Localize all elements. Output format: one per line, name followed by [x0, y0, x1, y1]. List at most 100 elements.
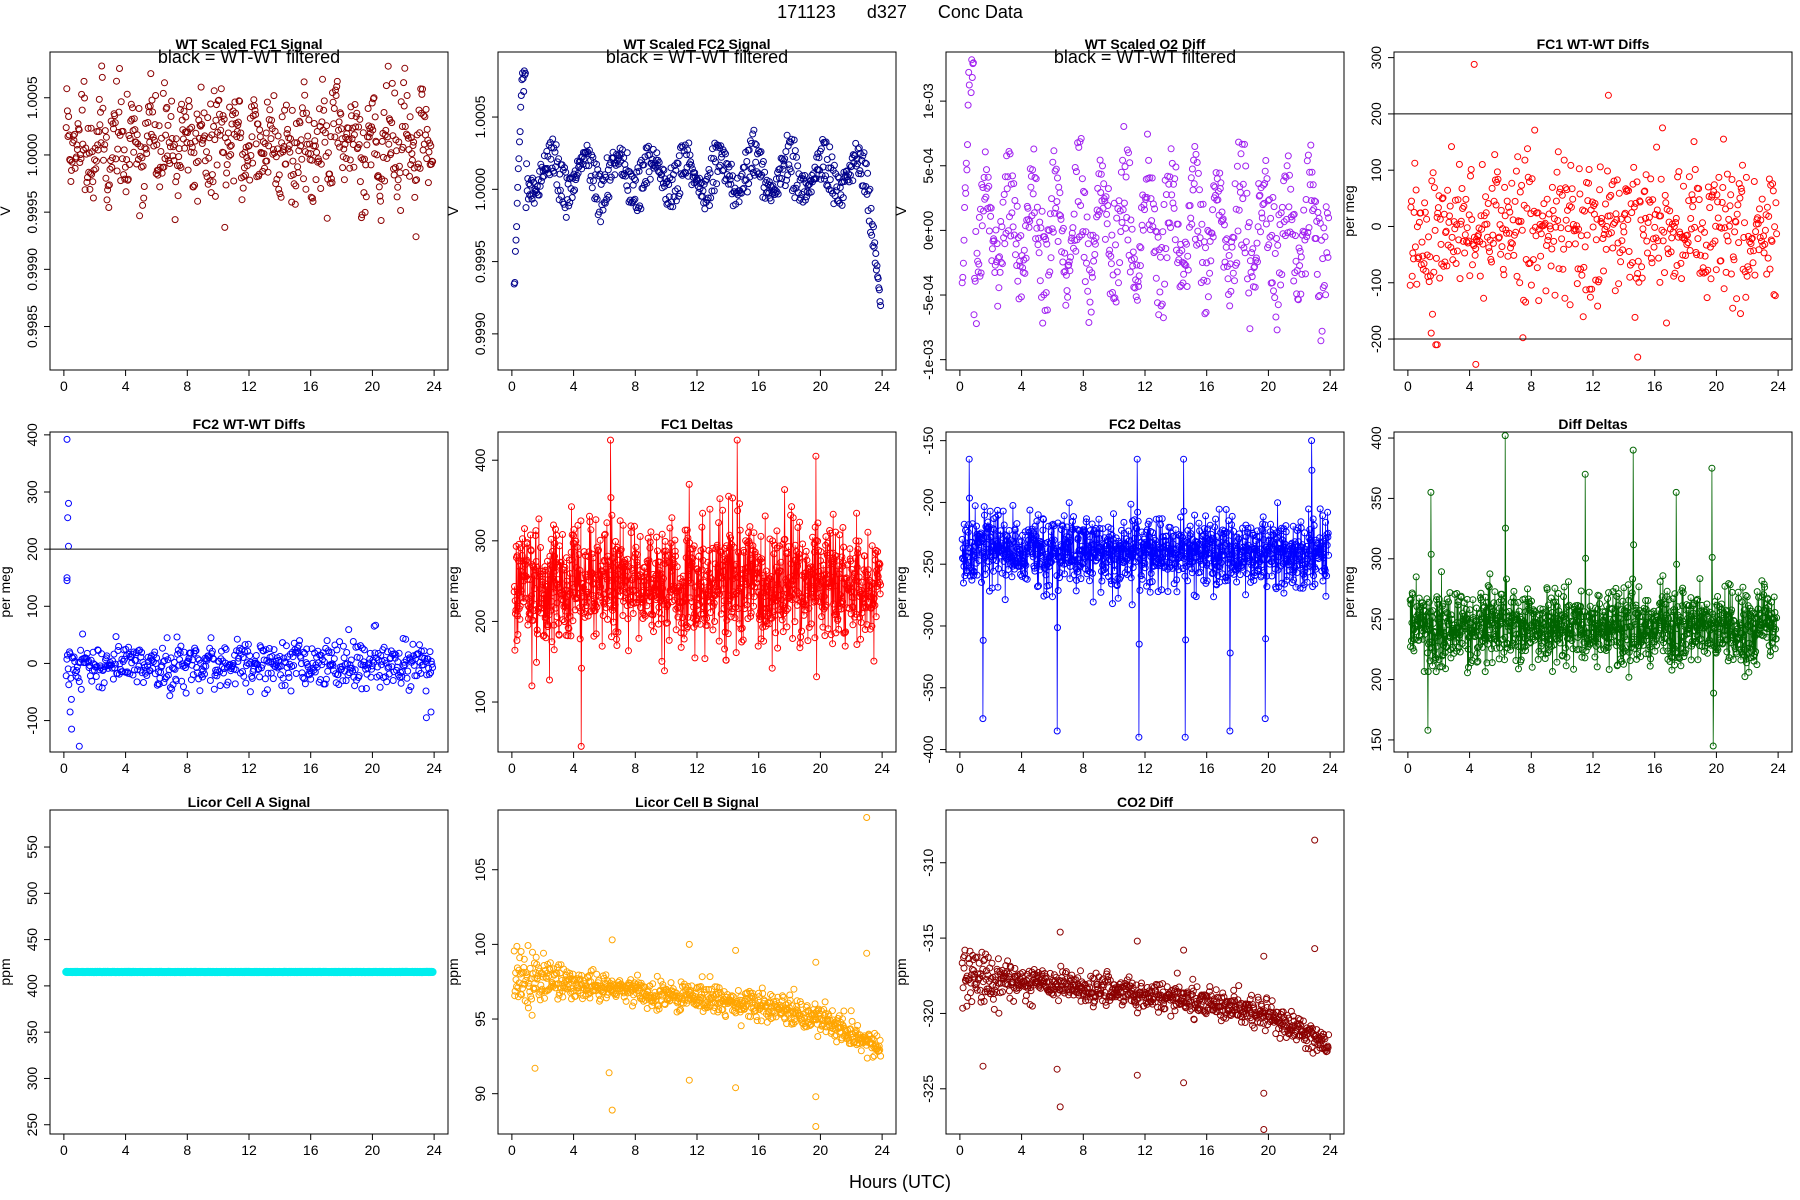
data-point	[868, 231, 876, 239]
data-point	[1641, 187, 1649, 195]
data-point	[685, 480, 693, 488]
data-point	[616, 551, 623, 558]
data-point	[194, 157, 202, 165]
y-axis-label: V	[0, 206, 13, 216]
data-point	[394, 658, 402, 666]
data-point	[703, 621, 711, 629]
data-point	[826, 176, 834, 184]
data-point	[1021, 570, 1028, 578]
data-point	[347, 656, 355, 664]
data-point	[178, 100, 186, 108]
data-point	[104, 182, 112, 190]
data-point	[980, 503, 988, 511]
data-point	[655, 566, 663, 574]
data-point	[424, 179, 432, 187]
data-point	[564, 632, 572, 640]
data-point	[738, 585, 746, 593]
data-point	[990, 515, 998, 523]
data-point	[874, 548, 882, 556]
data-point	[383, 678, 391, 686]
data-point	[744, 564, 752, 571]
data-point	[94, 141, 102, 149]
data-point	[655, 159, 663, 166]
data-point	[259, 138, 267, 146]
data-point	[609, 148, 617, 156]
data-point	[738, 624, 746, 632]
data-point	[1630, 203, 1638, 211]
data-point	[321, 138, 329, 146]
data-point	[607, 494, 615, 502]
data-point	[553, 181, 561, 189]
data-point	[695, 188, 703, 196]
data-point	[1177, 554, 1185, 562]
data-point	[233, 635, 241, 643]
data-point	[796, 518, 804, 526]
data-point	[537, 544, 544, 551]
data-point	[1718, 224, 1725, 232]
data-point	[103, 196, 111, 204]
data-point	[733, 589, 741, 597]
data-point	[709, 626, 717, 634]
data-point	[823, 571, 831, 578]
data-point	[1659, 237, 1667, 245]
data-point	[1303, 233, 1311, 241]
data-point	[750, 126, 758, 134]
data-point	[607, 173, 615, 181]
data-point	[686, 594, 694, 602]
data-point	[1423, 215, 1431, 223]
data-point	[290, 171, 297, 178]
data-point	[592, 516, 600, 524]
data-point	[1104, 202, 1112, 209]
data-point	[1216, 169, 1224, 177]
data-point	[1085, 319, 1093, 326]
data-point	[800, 611, 808, 619]
data-point	[532, 532, 539, 539]
data-point	[1065, 258, 1073, 266]
data-point	[345, 124, 352, 132]
data-point	[1188, 165, 1196, 173]
y-tick-label: 400	[24, 423, 40, 447]
data-point	[849, 151, 857, 159]
data-point	[198, 121, 206, 128]
data-point	[743, 188, 751, 196]
data-point	[1227, 287, 1235, 295]
data-point	[685, 139, 693, 147]
data-point	[101, 141, 109, 149]
data-point	[338, 135, 346, 143]
data-point	[1644, 219, 1652, 226]
data-point	[400, 662, 408, 670]
data-point	[98, 73, 106, 81]
data-point	[1119, 156, 1127, 164]
data-point	[108, 163, 116, 171]
data-point	[983, 166, 990, 174]
data-point	[1451, 225, 1459, 233]
data-point	[159, 89, 167, 97]
data-point	[171, 665, 179, 673]
data-point	[155, 122, 163, 130]
data-point	[818, 592, 826, 600]
data-point	[1722, 205, 1729, 213]
data-point	[967, 37, 973, 43]
data-point	[533, 182, 541, 190]
data-point	[62, 124, 70, 132]
data-point	[423, 125, 431, 133]
data-point	[111, 660, 119, 668]
data-point	[1026, 506, 1034, 514]
data-point	[1231, 180, 1239, 188]
data-point	[416, 164, 424, 172]
data-point	[82, 150, 90, 158]
data-point	[532, 527, 540, 535]
data-point	[176, 649, 184, 657]
data-point	[138, 154, 146, 162]
filter-note: black = WT-WT filtered	[606, 47, 788, 67]
data-point	[239, 668, 246, 676]
data-point	[704, 194, 712, 202]
data-point	[1296, 262, 1304, 270]
data-point	[1771, 292, 1779, 300]
data-point	[1284, 152, 1292, 160]
data-point	[1619, 246, 1627, 254]
data-point	[79, 630, 87, 638]
data-point	[391, 89, 399, 97]
data-point	[1688, 191, 1696, 199]
data-point	[1077, 559, 1085, 567]
